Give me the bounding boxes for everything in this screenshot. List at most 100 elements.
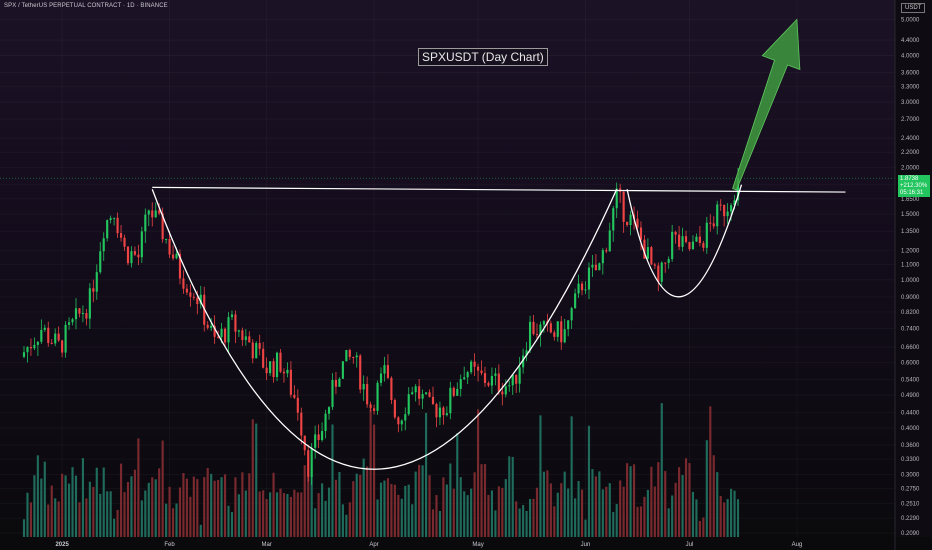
candle-body-up: [324, 413, 327, 432]
volume-bar: [275, 492, 279, 537]
volume-bar: [424, 412, 428, 537]
volume-bar: [532, 498, 535, 537]
volume-bar: [612, 511, 615, 537]
volume-bar: [99, 493, 102, 537]
volume-bar: [272, 472, 275, 537]
candle-body-down: [248, 336, 251, 343]
candle-body-down: [206, 324, 209, 328]
candle-body-up: [438, 407, 442, 418]
candle-body-down: [483, 373, 487, 383]
candle-body-down: [258, 343, 261, 349]
candle-body-down: [702, 243, 705, 248]
x-tick-label: Jun: [581, 542, 591, 548]
candle-body-down: [217, 336, 220, 338]
volume-bar: [497, 486, 500, 537]
candle-body-down: [560, 321, 563, 343]
volume-bar: [511, 456, 514, 537]
volume-bar: [95, 467, 98, 537]
candle-body-up: [321, 431, 324, 440]
volume-bar: [341, 504, 344, 537]
symbol-label: SPX / TetherUS PERPETUAL CONTRACT · 1D ·…: [4, 3, 168, 9]
volume-bar: [386, 478, 390, 537]
volume-bar: [175, 503, 178, 537]
volume-bar: [178, 487, 182, 537]
volume-bar: [102, 467, 105, 537]
y-tick-label: 1.5000: [901, 212, 920, 218]
y-tick-label: 0.3600: [901, 443, 920, 449]
volume-bar: [626, 463, 629, 537]
candle-body-down: [594, 264, 597, 271]
candle-body-up: [275, 352, 279, 378]
candle-body-up: [470, 361, 473, 373]
volume-bar: [258, 491, 261, 537]
volume-bar: [293, 489, 296, 537]
candle-body-up: [227, 317, 230, 343]
candle-body-down: [650, 247, 653, 265]
volume-bar: [57, 501, 60, 537]
volume-bar: [67, 483, 71, 537]
candle-body-down: [282, 371, 286, 374]
volume-bar: [54, 498, 57, 537]
candle-body-down: [262, 348, 265, 368]
volume-bar: [119, 463, 123, 537]
volume-bar: [515, 501, 518, 537]
handle-curve: [626, 184, 743, 298]
candle-body-up: [705, 222, 708, 248]
volume-bar: [151, 477, 154, 537]
candle-body-up: [615, 188, 618, 209]
currency-badge[interactable]: USDT: [901, 3, 926, 13]
y-tick-label: 2.4000: [901, 136, 920, 142]
volume-bar: [64, 475, 67, 537]
volume-bar: [26, 492, 29, 537]
candle-body-up: [587, 267, 591, 290]
candle-body-up: [525, 350, 528, 356]
volume-bar: [667, 508, 670, 537]
volume-bar: [695, 499, 698, 537]
volume-bar: [553, 506, 556, 537]
candle-body-up: [81, 312, 84, 314]
volume-bar: [227, 505, 230, 537]
y-tick-label: 3.3000: [901, 85, 920, 91]
volume-bar: [546, 470, 549, 537]
candle-body-up: [26, 347, 29, 353]
volume-bar: [483, 464, 487, 537]
volume-bar: [248, 473, 251, 537]
candle-body-up: [71, 319, 74, 323]
candle-body-down: [168, 238, 171, 255]
candle-body-down: [161, 213, 164, 240]
candle-body-down: [390, 377, 393, 401]
price-axis-panel: [895, 0, 932, 550]
y-tick-label: 0.3000: [901, 473, 920, 479]
volume-bar: [660, 403, 663, 537]
volume-bar: [411, 504, 414, 537]
volume-bar: [230, 511, 234, 537]
candle-body-up: [327, 407, 331, 414]
candle-body-up: [175, 253, 178, 259]
candle-body-up: [518, 367, 521, 384]
cup-curve: [151, 188, 618, 470]
candle-body-down: [307, 450, 310, 477]
volume-bar: [567, 488, 570, 537]
candle-body-down: [480, 370, 483, 374]
candle-body-up: [691, 241, 695, 250]
volume-bar: [705, 440, 708, 537]
volume-bar: [449, 463, 452, 537]
candles: [22, 168, 740, 485]
candle-body-down: [366, 383, 369, 405]
volume-bar: [130, 476, 133, 537]
candle-body-up: [74, 308, 78, 320]
y-tick-label: 2.7000: [901, 117, 920, 123]
candle-body-up: [54, 333, 57, 344]
volume-bar: [473, 472, 476, 537]
candle-body-down: [452, 387, 455, 396]
y-tick-label: 1.1000: [901, 262, 920, 268]
candle-body-up: [109, 218, 112, 221]
y-tick-label: 1.0000: [901, 278, 920, 284]
candle-body-up: [716, 204, 719, 227]
candle-body-down: [674, 231, 677, 235]
candle-body-down: [241, 330, 244, 340]
volume-bar: [348, 502, 351, 537]
volume-bar: [206, 468, 209, 537]
